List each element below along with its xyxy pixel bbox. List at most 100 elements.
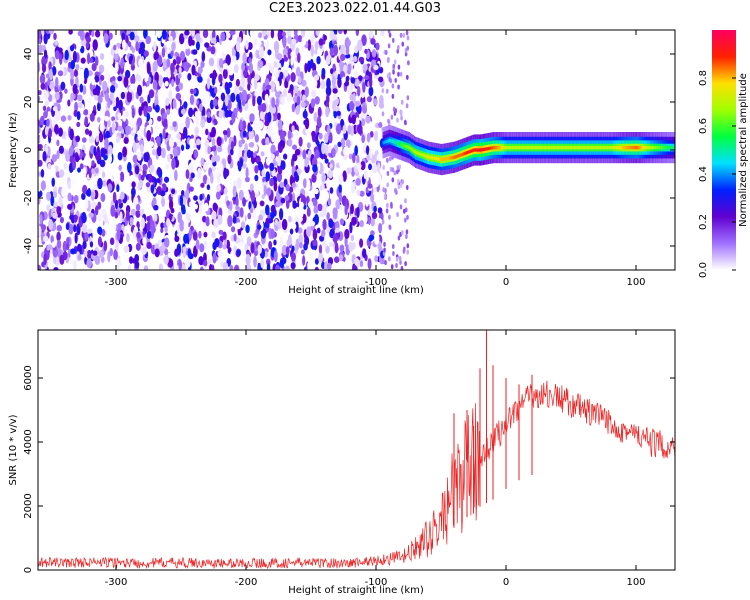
spectrogram-noise-cell (391, 93, 395, 99)
spectrogram-noise-cell (242, 163, 247, 169)
spectrogram-signal-cell (433, 156, 435, 160)
spectrogram-noise-cell (274, 137, 279, 144)
spectrogram-noise-cell (86, 258, 92, 268)
spectrogram-signal-cell (639, 145, 642, 150)
spectrogram-noise-cell (39, 214, 43, 225)
spectrogram-noise-cell (340, 137, 346, 148)
spectrogram-noise-cell (299, 242, 303, 249)
spectrogram-noise-cell (405, 229, 409, 235)
spectrogram-noise-cell (97, 177, 103, 190)
spectrogram-noise-cell (42, 55, 48, 65)
spectrogram-signal-cell (595, 145, 598, 150)
spectrogram-signal-cell (563, 145, 565, 150)
spectrogram-signal-cell (654, 145, 656, 150)
spectrogram-signal-cell (496, 145, 499, 150)
spectrogram-noise-cell (350, 203, 354, 215)
spectrogram-signal-cell (617, 145, 620, 150)
spectrogram-noise-cell (202, 174, 208, 185)
spectrogram-noise-cell (270, 204, 276, 214)
spectrogram-noise-cell (233, 64, 239, 74)
spectrogram-signal-cell (443, 157, 445, 161)
spectrogram-signal-cell (602, 145, 604, 150)
spectrogram-noise-cell (367, 208, 371, 216)
spectrogram-noise-cell (94, 255, 101, 266)
spectrogram-signal-cell (426, 155, 429, 159)
spectrogram-noise-cell (249, 30, 254, 38)
spectrogram-noise-cell (281, 31, 287, 38)
spectrogram-noise-cell (107, 251, 111, 263)
spectrogram-noise-cell (163, 176, 170, 183)
spectrogram-noise-cell (38, 182, 41, 192)
spectrogram-noise-cell (101, 228, 106, 237)
spectrogram-noise-cell (73, 109, 78, 117)
spectrogram-noise-cell (103, 221, 109, 232)
spectrogram-noise-cell (302, 110, 308, 119)
spectrogram-noise-cell (65, 151, 71, 162)
spectrogram-noise-cell (195, 239, 200, 250)
spectrogram-signal-cell (477, 148, 479, 152)
spectrogram-noise-cell (38, 43, 43, 56)
spectrogram-signal-cell (561, 145, 564, 150)
spectrogram-noise-cell (127, 161, 132, 173)
spectrogram-signal-cell (491, 146, 494, 150)
spectrogram-noise-cell (153, 213, 158, 222)
spectrogram-noise-cell (297, 227, 303, 234)
spectrogram-noise-cell (295, 187, 301, 194)
spectrogram-noise-cell (253, 78, 258, 90)
spectrogram-signal-cell (398, 142, 400, 146)
spectrogram-noise-cell (280, 197, 286, 204)
spectrogram-signal-cell (537, 145, 539, 150)
spectrogram-signal-cell (590, 145, 592, 150)
spectrogram-noise-cell (234, 264, 240, 270)
spectrogram-noise-cell (143, 105, 148, 117)
spectrogram-noise-cell (220, 31, 226, 42)
spectrogram-noise-cell (266, 187, 272, 196)
spectrogram-signal-cell (547, 145, 549, 150)
spectrogram-noise-cell (406, 243, 410, 249)
spectrogram-noise-cell (81, 223, 88, 234)
spectrogram-noise-cell (313, 74, 320, 81)
spectrogram-noise-cell (367, 258, 372, 270)
spectrogram-noise-cell (254, 73, 260, 82)
spectrogram-noise-cell (97, 212, 102, 223)
spectrogram-noise-cell (355, 117, 360, 127)
spectrogram-noise-cell (295, 238, 300, 251)
spectrogram-noise-cell (291, 125, 295, 132)
spectrogram-noise-cell (163, 255, 169, 265)
spectrogram-noise-cell (191, 30, 196, 37)
spectrogram-noise-cell (270, 144, 276, 155)
spectrogram-noise-cell (312, 228, 318, 241)
spectrogram-noise-cell (142, 115, 147, 122)
spectrogram-noise-cell (53, 201, 58, 208)
spectrogram-signal-cell (465, 151, 468, 155)
spectrogram-signal-cell (628, 145, 630, 150)
spectrogram-signal-cell (460, 153, 462, 157)
spectrogram-noise-cell (396, 165, 400, 171)
spectrogram-signal-cell (615, 145, 617, 150)
spectrogram-noise-cell (169, 148, 173, 155)
spectrogram-noise-cell (205, 128, 209, 136)
spectrogram-noise-cell (171, 78, 175, 88)
spectrogram-signal-cell (534, 145, 536, 150)
spectrogram-noise-cell (176, 133, 182, 140)
spectrogram-signal-cell (415, 150, 417, 155)
spectrogram-signal-cell (422, 153, 425, 157)
spectrogram-noise-cell (87, 96, 92, 104)
spectrogram-noise-cell (64, 88, 68, 94)
spectrogram-noise-cell (75, 63, 80, 71)
spectrogram-noise-cell (390, 264, 394, 270)
spectrogram-noise-cell (195, 138, 201, 146)
spectrogram-noise-cell (314, 266, 319, 270)
spectrogram-noise-cell (405, 234, 408, 240)
spectrogram-noise-cell (299, 206, 304, 218)
spectrogram-noise-cell (238, 36, 242, 44)
spectrogram-noise-cell (107, 183, 113, 192)
spectrogram-noise-cell (75, 135, 81, 143)
spectrogram-noise-cell (80, 57, 86, 64)
spectrogram-signal-cell (551, 145, 553, 150)
spectrogram-signal-cell (608, 145, 611, 150)
spectrogram-noise-cell (135, 210, 141, 218)
spectrogram-noise-cell (67, 99, 71, 107)
spectrogram-noise-cell (160, 222, 165, 229)
spectrogram-signal-cell (650, 145, 652, 150)
